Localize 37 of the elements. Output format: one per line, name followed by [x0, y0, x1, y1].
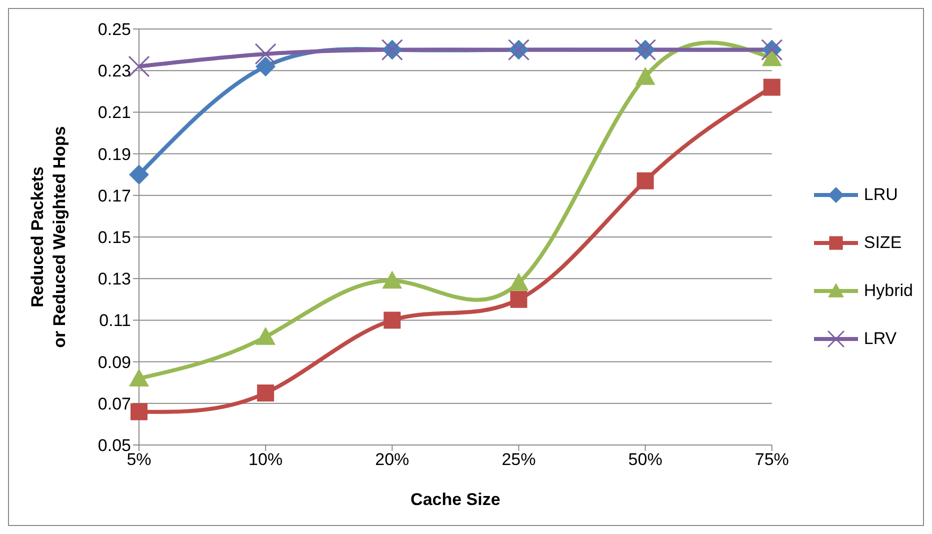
y-tick-label: 0.19 [98, 144, 131, 164]
y-tick-label: 0.09 [98, 352, 131, 372]
point [636, 172, 654, 190]
x-tick-label: 75% [754, 450, 789, 470]
y-tick-label: 0.15 [98, 228, 131, 248]
point [257, 384, 274, 402]
x-tick-label: 10% [248, 450, 283, 470]
x-axis-title: Cache Size [410, 490, 500, 509]
point [129, 164, 149, 185]
point [254, 43, 276, 65]
point [382, 270, 402, 289]
point [510, 290, 528, 308]
point [130, 403, 148, 420]
x-tick-label: 5% [126, 450, 152, 470]
point [508, 272, 529, 291]
y-tick-label: 0.11 [99, 311, 131, 330]
x-tick-label: 25% [502, 450, 536, 470]
y-tick-label: 0.07 [98, 394, 131, 414]
point [256, 56, 276, 76]
legend-label: LRU [864, 185, 898, 205]
point [635, 66, 656, 85]
legend-label: SIZE [864, 233, 902, 253]
point [256, 326, 276, 345]
y-tick-label: 0.21 [98, 103, 131, 122]
y-tick-label: 0.23 [98, 62, 131, 81]
point [384, 312, 401, 329]
point [763, 78, 780, 96]
y-axis-title: Reduced Packets or Reduced Weighted Hops [28, 126, 69, 348]
legend-label: Hybrid [864, 281, 913, 301]
x-tick-label: 20% [375, 450, 410, 470]
x-tick-label: 50% [628, 450, 662, 470]
y-tick-label: 0.13 [98, 270, 131, 289]
point [762, 48, 782, 66]
point [129, 368, 149, 386]
y-tick-label: 0.17 [98, 186, 131, 206]
y-tick-label: 0.25 [98, 20, 131, 40]
legend-label: LRV [864, 329, 897, 349]
